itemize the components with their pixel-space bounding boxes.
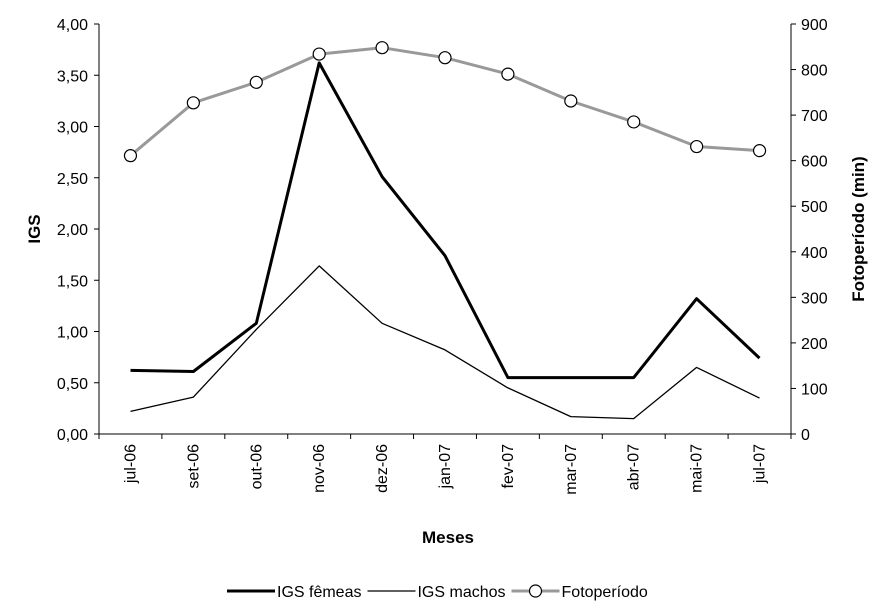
right-axis-tick-label: 500 — [801, 199, 828, 216]
data-point-fotoper-odo — [249, 75, 263, 89]
right-axis-tick-label: 200 — [801, 336, 828, 353]
right-axis-tick-label: 400 — [801, 245, 828, 262]
left-axis-tick-label: 0,50 — [57, 376, 88, 393]
x-axis-tick-label: mar-07 — [563, 444, 580, 495]
series-layer — [123, 41, 767, 420]
left-axis-tick-label: 2,50 — [57, 171, 88, 188]
series-line-igs-machos — [130, 265, 760, 420]
x-axis-tick-label: jul-07 — [752, 444, 769, 484]
data-point-fotoper-odo — [186, 96, 200, 110]
series-line-igs-f-meas — [130, 61, 761, 380]
right-axis-tick-label: 700 — [801, 108, 828, 125]
data-point-fotoper-odo — [438, 51, 452, 65]
axes-layer: 0,00 0,50 1,00 1,50 2,00 2,50 3,00 3,50 4,00 0 100… — [57, 17, 828, 495]
left-axis-tick-label: 1,50 — [57, 273, 88, 290]
right-axis-tick-label: 0 — [801, 427, 810, 444]
left-axis-tick-label: 3,00 — [57, 120, 88, 137]
left-axis-tick-label: 0,00 — [57, 427, 88, 444]
data-point-fotoper-odo — [564, 94, 578, 108]
x-axis-tick-label: mai-07 — [689, 444, 706, 493]
right-axis-tick-label: 300 — [801, 290, 828, 307]
legend-label: IGS fêmeas — [277, 584, 361, 601]
data-point-fotoper-odo — [627, 115, 641, 129]
left-axis-tick-label: 3,50 — [57, 68, 88, 85]
data-point-fotoper-odo — [501, 67, 515, 81]
x-axis-tick-label: abr-07 — [626, 444, 643, 490]
x-axis-title: Meses — [422, 528, 474, 547]
x-axis-tick-label: set-06 — [185, 444, 202, 489]
left-axis-tick-label: 2,00 — [57, 222, 88, 239]
labels-layer: Meses IGS Fotoperíodo (min) — [25, 156, 868, 547]
right-axis-tick-label: 900 — [801, 17, 828, 34]
right-axis-tick-label: 100 — [801, 381, 828, 398]
right-axis-tick-label: 800 — [801, 63, 828, 80]
data-point-fotoper-odo — [375, 41, 389, 55]
right-axis-tick-label: 600 — [801, 154, 828, 171]
x-axis-tick-label: out-06 — [248, 444, 265, 489]
data-point-fotoper-odo — [312, 47, 326, 61]
data-point-fotoper-odo — [690, 139, 704, 154]
left-axis-title: IGS — [25, 214, 44, 243]
legend-label: Fotoperíodo — [562, 584, 648, 601]
x-axis-tick-label: dez-06 — [374, 444, 391, 493]
left-axis-tick-label: 1,00 — [57, 325, 88, 342]
data-point-fotoper-odo — [752, 144, 767, 158]
data-point-fotoper-odo — [123, 149, 138, 163]
x-axis-tick-label: nov-06 — [311, 444, 328, 493]
legend: IGS fêmeas IGS machos Fotoperíodo — [227, 584, 648, 601]
x-axis-tick-label: jul-06 — [122, 444, 139, 484]
x-axis-tick-label: jan-07 — [437, 444, 454, 490]
left-axis-tick-label: 4,00 — [57, 17, 88, 34]
x-axis-tick-label: fev-07 — [500, 444, 517, 489]
legend-marker — [528, 584, 543, 598]
legend-label: IGS machos — [417, 584, 505, 601]
right-axis-title: Fotoperíodo (min) — [849, 156, 868, 301]
